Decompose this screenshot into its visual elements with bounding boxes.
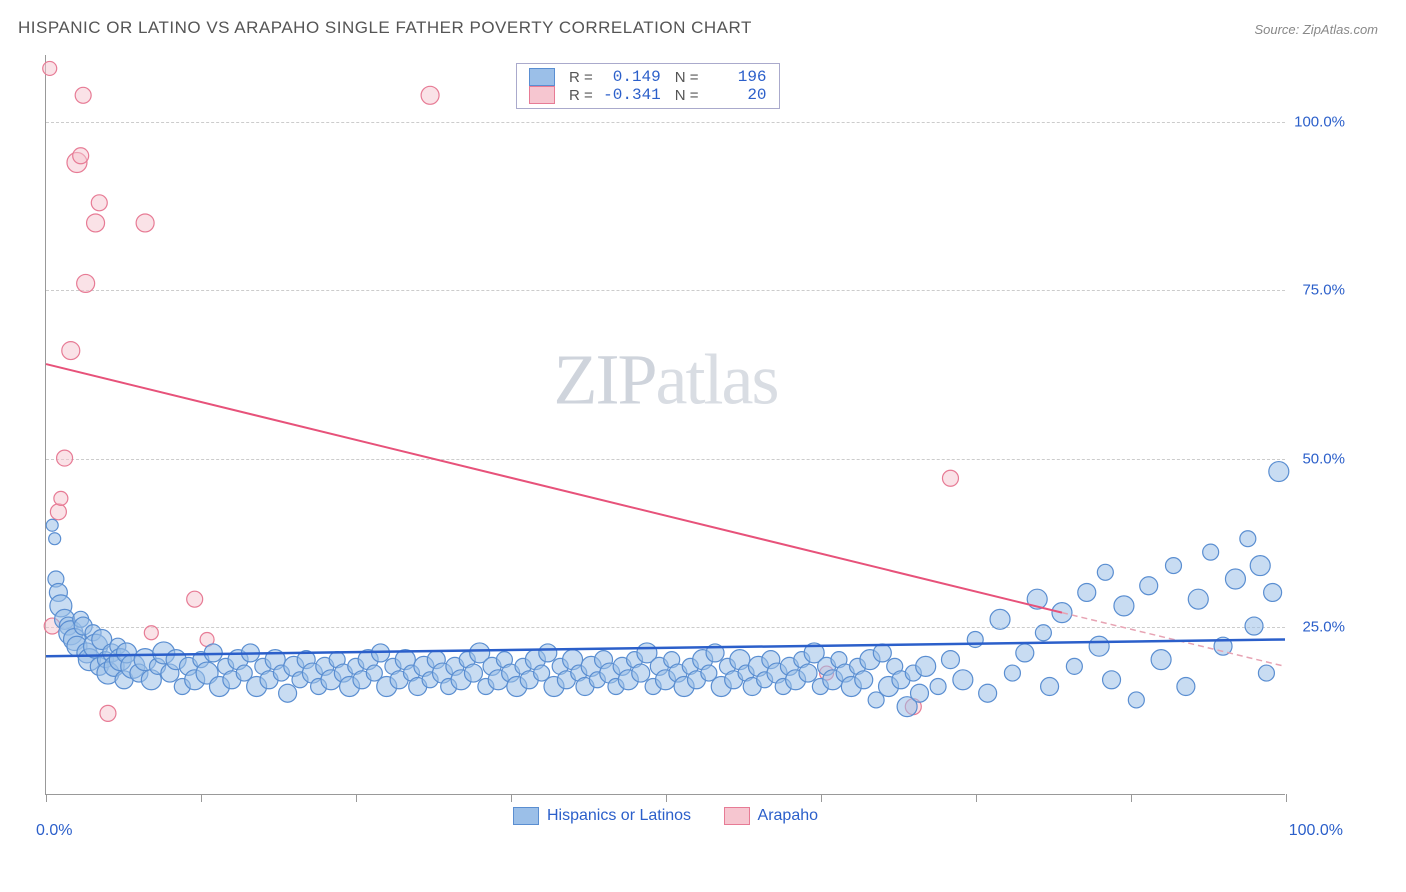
x-tick — [666, 794, 667, 802]
data-point-blue — [1151, 650, 1171, 670]
data-point-blue — [1016, 644, 1034, 662]
swatch-pink-icon — [724, 807, 750, 825]
data-point-blue — [1103, 671, 1121, 689]
n-label: N = — [675, 87, 699, 104]
data-point-blue — [1264, 583, 1282, 601]
legend-series: Hispanics or Latinos Arapaho — [46, 807, 1285, 830]
x-tick — [356, 794, 357, 802]
data-point-blue — [1089, 636, 1109, 656]
plot-svg — [46, 55, 1285, 794]
y-tick-label: 25.0% — [1302, 618, 1345, 635]
r-label: R = — [569, 87, 593, 104]
data-point-pink — [136, 214, 154, 232]
x-tick-100: 100.0% — [1289, 822, 1343, 840]
data-point-blue — [911, 684, 929, 702]
data-point-blue — [49, 533, 61, 545]
data-point-blue — [930, 679, 946, 695]
data-point-pink — [73, 148, 89, 164]
data-point-pink — [100, 705, 116, 721]
data-point-blue — [967, 631, 983, 647]
legend-label-blue: Hispanics or Latinos — [547, 807, 691, 825]
legend-item-blue: Hispanics or Latinos — [513, 807, 691, 825]
data-point-pink — [43, 61, 57, 75]
data-point-blue — [1097, 564, 1113, 580]
chart-title: HISPANIC OR LATINO VS ARAPAHO SINGLE FAT… — [18, 18, 752, 38]
legend-stats-row-blue: R = 0.149 N = 196 — [529, 68, 767, 86]
legend-stats-row-pink: R = -0.341 N = 20 — [529, 86, 767, 104]
r-value-pink: -0.341 — [603, 86, 661, 104]
data-point-pink — [144, 626, 158, 640]
data-point-blue — [1078, 583, 1096, 601]
data-point-blue — [1245, 617, 1263, 635]
data-point-pink — [77, 274, 95, 292]
n-value-blue: 196 — [709, 68, 767, 86]
data-point-blue — [941, 651, 959, 669]
data-point-blue — [1066, 658, 1082, 674]
data-point-blue — [632, 664, 650, 682]
data-point-blue — [990, 609, 1010, 629]
data-point-blue — [464, 664, 482, 682]
legend-label-pink: Arapaho — [758, 807, 819, 825]
data-point-blue — [1004, 665, 1020, 681]
legend-stats: R = 0.149 N = 196 R = -0.341 N = 20 — [516, 63, 780, 109]
x-tick — [1286, 794, 1287, 802]
n-value-pink: 20 — [709, 86, 767, 104]
data-point-blue — [1258, 665, 1274, 681]
data-point-blue — [1203, 544, 1219, 560]
r-label: R = — [569, 69, 593, 86]
data-point-blue — [1165, 558, 1181, 574]
data-point-blue — [855, 671, 873, 689]
y-tick-label: 75.0% — [1302, 282, 1345, 299]
data-point-blue — [979, 684, 997, 702]
data-point-blue — [916, 656, 936, 676]
data-point-blue — [1269, 462, 1289, 482]
swatch-pink-icon — [529, 86, 555, 104]
data-point-pink — [421, 86, 439, 104]
data-point-pink — [50, 504, 66, 520]
data-point-blue — [953, 670, 973, 690]
data-point-pink — [87, 214, 105, 232]
data-point-blue — [1041, 678, 1059, 696]
data-point-blue — [1128, 692, 1144, 708]
x-tick-0: 0.0% — [36, 822, 72, 840]
data-point-pink — [942, 470, 958, 486]
data-point-blue — [1225, 569, 1245, 589]
x-tick — [1131, 794, 1132, 802]
x-tick — [976, 794, 977, 802]
data-point-blue — [1250, 556, 1270, 576]
data-point-pink — [54, 491, 68, 505]
data-point-blue — [1188, 589, 1208, 609]
source-label: Source: ZipAtlas.com — [1254, 22, 1378, 37]
data-point-pink — [57, 450, 73, 466]
x-tick — [821, 794, 822, 802]
plot-area: ZIPatlas R = 0.149 N = 196 R = -0.341 N … — [45, 55, 1285, 795]
swatch-blue-icon — [529, 68, 555, 86]
data-point-blue — [539, 644, 557, 662]
data-point-blue — [46, 519, 58, 531]
data-point-pink — [75, 87, 91, 103]
legend-item-pink: Arapaho — [724, 807, 819, 825]
n-label: N = — [675, 69, 699, 86]
data-point-blue — [1177, 678, 1195, 696]
y-tick-label: 100.0% — [1294, 114, 1345, 131]
data-point-blue — [279, 684, 297, 702]
data-point-pink — [62, 342, 80, 360]
data-point-blue — [1035, 625, 1051, 641]
x-tick — [46, 794, 47, 802]
data-point-pink — [187, 591, 203, 607]
r-value-blue: 0.149 — [603, 68, 661, 86]
data-point-blue — [1240, 531, 1256, 547]
data-point-blue — [1114, 596, 1134, 616]
x-tick — [511, 794, 512, 802]
chart-container: Single Father Poverty ZIPatlas R = 0.149… — [45, 55, 1375, 815]
x-tick — [201, 794, 202, 802]
trend-line-pink — [46, 364, 1062, 613]
data-point-pink — [91, 195, 107, 211]
data-point-blue — [799, 664, 817, 682]
data-point-blue — [873, 644, 891, 662]
data-point-blue — [1140, 577, 1158, 595]
swatch-blue-icon — [513, 807, 539, 825]
y-tick-label: 50.0% — [1302, 450, 1345, 467]
